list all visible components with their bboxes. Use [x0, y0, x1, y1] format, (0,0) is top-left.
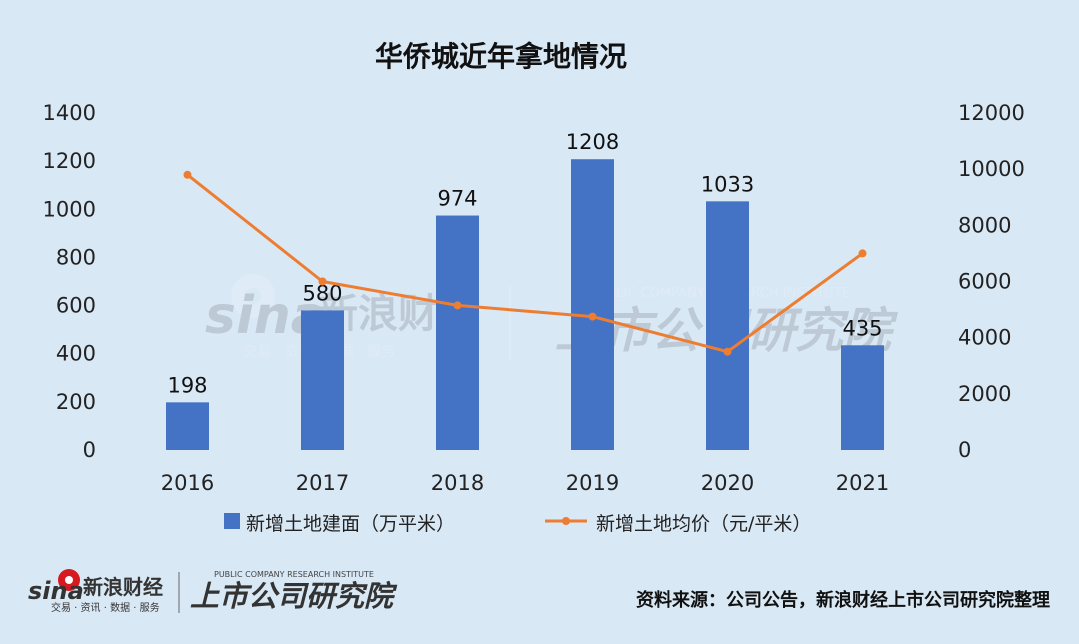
sina-eye-pupil-icon — [65, 576, 73, 584]
x-axis-tick-label: 2017 — [296, 471, 349, 495]
bar — [301, 310, 344, 450]
sina-logo-text: sina — [28, 577, 84, 605]
left-axis-ticks: 0 200 400 600 800 1000 1200 1400 — [43, 101, 96, 462]
x-axis-tick-label: 2018 — [431, 471, 484, 495]
right-axis-tick-label: 2000 — [958, 382, 1011, 406]
right-axis-tick-label: 10000 — [958, 157, 1025, 181]
x-axis-tick-label: 2016 — [161, 471, 214, 495]
bar — [166, 402, 209, 450]
bar — [841, 345, 884, 450]
chart-title: 华侨城近年拿地情况 — [375, 40, 627, 73]
right-axis-tick-label: 8000 — [958, 213, 1011, 237]
bars — [166, 159, 884, 450]
right-axis-tick-label: 6000 — [958, 270, 1011, 294]
line-point — [183, 170, 192, 179]
x-axis-tick-label: 2020 — [701, 471, 754, 495]
footer-logo-institute: PUBLIC COMPANY RESEARCH INSTITUTE 上市公司研究… — [190, 570, 398, 613]
left-axis-tick-label: 200 — [56, 390, 96, 414]
line-point — [858, 249, 867, 258]
left-axis-tick-label: 0 — [83, 438, 96, 462]
bar — [706, 201, 749, 450]
bar-data-label: 1208 — [566, 130, 619, 154]
bar — [436, 215, 479, 450]
watermark-eye-pupil — [245, 288, 261, 304]
legend: 新增土地建面（万平米） 新增土地均价（元/平米） — [224, 513, 811, 535]
line-point — [318, 277, 327, 286]
sina-logo-cn: 新浪财经 — [83, 575, 163, 599]
right-axis-ticks: 0 2000 4000 6000 8000 10000 12000 — [958, 101, 1025, 462]
footer-logo-sina: sina 新浪财经 交易 · 资讯 · 数据 · 服务 — [28, 569, 163, 614]
institute-logo: 上市公司研究院 — [190, 579, 398, 613]
bar-data-label: 198 — [167, 373, 207, 397]
legend-bar-swatch — [224, 513, 240, 529]
legend-line-label: 新增土地均价（元/平米） — [596, 513, 811, 535]
source-note: 资料来源：公司公告，新浪财经上市公司研究院整理 — [636, 589, 1050, 611]
bar — [571, 159, 614, 450]
legend-bar-label: 新增土地建面（万平米） — [246, 513, 455, 535]
line-path — [186, 173, 864, 354]
left-axis-tick-label: 400 — [56, 342, 96, 366]
x-axis-tick-label: 2019 — [566, 471, 619, 495]
right-axis-tick-label: 0 — [958, 438, 971, 462]
right-axis-tick-label: 12000 — [958, 101, 1025, 125]
bar-data-label: 974 — [437, 187, 477, 211]
left-axis-tick-label: 600 — [56, 294, 96, 318]
right-axis-tick-label: 4000 — [958, 326, 1011, 350]
line-point — [723, 347, 732, 356]
watermark-eye-icon — [231, 274, 275, 318]
sina-logo-sub: 交易 · 资讯 · 数据 · 服务 — [51, 601, 160, 614]
left-axis-tick-label: 1400 — [43, 101, 96, 125]
bar-data-label: 1033 — [701, 172, 754, 196]
x-axis-tick-label: 2021 — [836, 471, 889, 495]
x-axis-ticks: 2016 2017 2018 2019 2020 2021 — [161, 471, 889, 495]
left-axis-tick-label: 1200 — [43, 149, 96, 173]
line-point — [453, 301, 462, 310]
line-point — [588, 312, 597, 321]
legend-line-marker — [562, 517, 570, 525]
institute-logo-en: PUBLIC COMPANY RESEARCH INSTITUTE — [214, 570, 374, 579]
bar-data-label: 435 — [842, 316, 882, 340]
left-axis-tick-label: 800 — [56, 245, 96, 269]
left-axis-tick-label: 1000 — [43, 197, 96, 221]
line-series — [183, 170, 867, 356]
